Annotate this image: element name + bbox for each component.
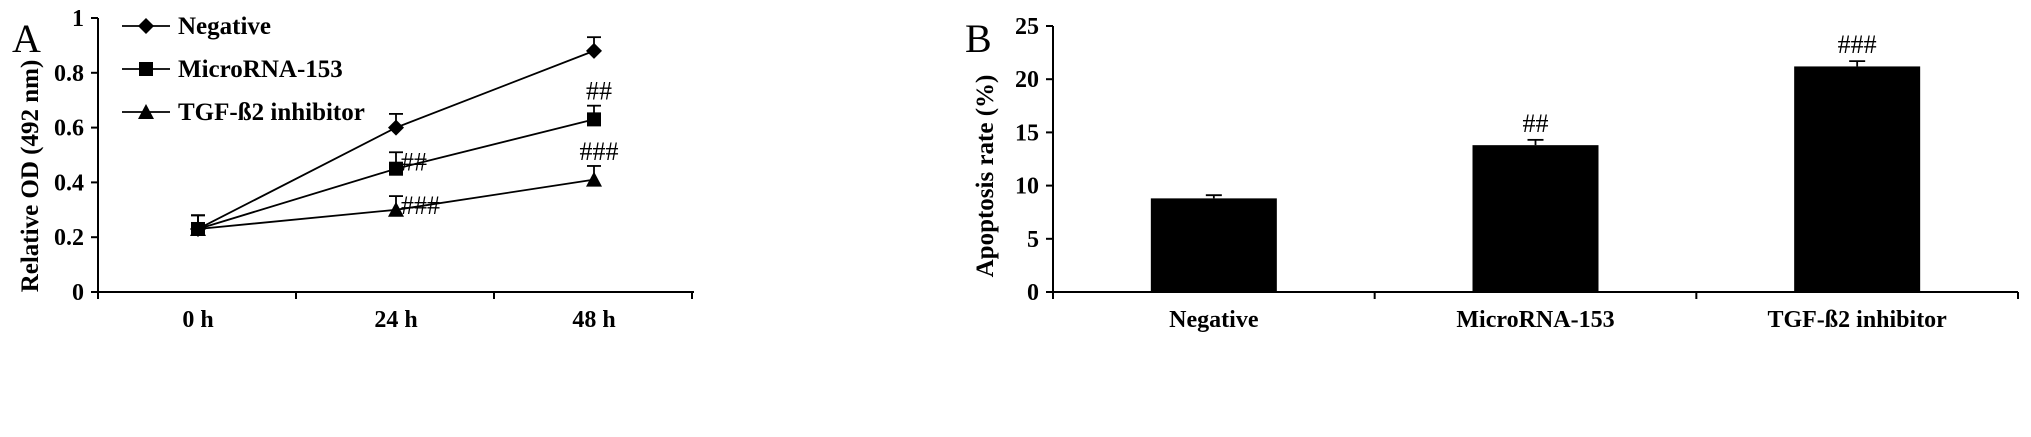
panel-b-y-tick-label: 10 [1015,174,1039,200]
significance-label: ## [401,147,427,176]
bar-group [1150,194,1277,292]
panel-b-y-ticks: 0 5 10 15 20 25 [1015,14,1053,306]
data-point [389,161,403,176]
significance-label: ## [1523,109,1549,138]
bar-group [1794,60,1921,292]
significance-label: ## [586,77,612,106]
panel-b-x-ticks: Negative MicroRNA-153 TGF-ß2 inhibitor [1052,292,2019,333]
legend-marker [138,18,154,34]
legend-label: TGF-ß2 inhibitor [178,99,365,126]
significance-label: ### [1838,30,1877,59]
bar-group [1472,138,1599,292]
panel-a-x-tick-label: 0 h [182,307,213,333]
legend-marker [138,104,154,119]
legend-item: Negative [122,13,271,40]
legend-label: MicroRNA-153 [178,56,343,83]
panel-a-x-tick-label: 24 h [374,307,417,333]
panel-b-bar-chart: B Apoptosis rate (%) 0 5 10 15 20 25 Negative… [965,14,2019,333]
panel-b-y-tick-label: 0 [1027,280,1039,306]
panel-b-label: B [965,16,992,61]
data-point [586,42,602,59]
panel-a-series [190,36,602,237]
series-triangle [190,165,602,236]
panel-a-x-ticks: 0 h 24 h 48 h [97,292,693,333]
data-point [388,119,404,136]
significance-label: ### [580,137,619,166]
panel-a-y-tick-label: 0 [72,280,84,306]
panel-b-y-tick-label: 15 [1015,120,1039,146]
panel-a-y-tick-label: 0.4 [54,170,84,196]
panel-a-y-tick-label: 0.2 [54,225,84,251]
data-point [587,112,601,127]
data-point [586,171,602,187]
panel-b-y-tick-label: 5 [1027,227,1039,253]
panel-a-annotations: ########## [401,77,619,220]
panel-a-y-ticks: 0 0.2 0.4 0.6 0.8 1 [54,6,98,306]
panel-b-x-tick-label: MicroRNA-153 [1456,307,1614,333]
panel-a-line-chart: A Relative OD (492 nm) 0 0.2 0.4 0.6 0.8 1 0 … [12,6,694,333]
significance-label: ### [401,191,440,220]
data-point [190,220,206,236]
legend-marker [139,62,153,76]
panel-a-x-tick-label: 48 h [572,307,615,333]
panel-b-annotations: ##### [1523,30,1877,138]
panel-a-y-tick-label: 0.8 [54,61,84,87]
panel-a-label: A [12,16,41,61]
panel-b-y-tick-label: 25 [1015,14,1039,40]
data-point [388,201,404,217]
legend-label: Negative [178,13,271,40]
bar [1150,198,1277,292]
panel-a-legend: Negative MicroRNA-153 TGF-ß2 inhibitor [122,13,365,126]
panel-b-x-tick-label: Negative [1169,307,1259,333]
legend-item: TGF-ß2 inhibitor [122,99,365,126]
panel-b-bars [1150,60,1921,292]
panel-b-ylabel: Apoptosis rate (%) [972,75,999,278]
panel-a-axes [97,18,694,293]
bar [1472,145,1599,292]
panel-a-ylabel: Relative OD (492 nm) [17,60,44,293]
bar [1794,66,1921,292]
panel-a-y-tick-label: 0.6 [54,116,84,142]
panel-b-y-tick-label: 20 [1015,67,1039,93]
panel-b-x-tick-label: TGF-ß2 inhibitor [1767,307,1947,333]
legend-item: MicroRNA-153 [122,56,343,83]
panel-a-y-tick-label: 1 [72,6,84,32]
